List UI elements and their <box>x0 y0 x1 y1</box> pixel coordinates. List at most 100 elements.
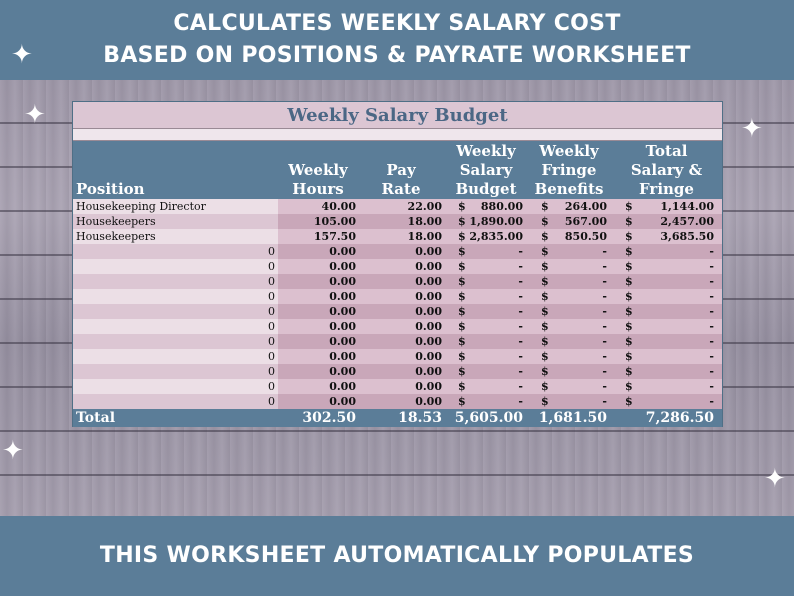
amount: - <box>709 335 714 348</box>
amount: - <box>602 275 607 288</box>
currency-symbol: $ <box>541 275 549 288</box>
amount: - <box>602 350 607 363</box>
cell-pay-rate: 0.00 <box>358 364 444 379</box>
bottom-banner: THIS WORKSHEET AUTOMATICALLY POPULATES <box>0 516 794 596</box>
cell-weekly-hours: 0.00 <box>278 274 358 289</box>
amount: 567.00 <box>564 215 607 228</box>
header-weekly-fringe-benefits: Weekly Fringe Benefits <box>534 142 604 198</box>
cell-pay-rate: 0.00 <box>358 394 444 409</box>
cell-salary-budget: $- <box>444 274 527 289</box>
amount: 2,835.00 <box>469 230 523 243</box>
sparkle-icon: ✦ <box>11 40 33 70</box>
currency-symbol: $ <box>625 290 633 303</box>
cell-fringe-benefits: $567.00 <box>527 214 611 229</box>
cell-salary-budget: $- <box>444 259 527 274</box>
amount: - <box>602 305 607 318</box>
cell-pay-rate: 0.00 <box>358 244 444 259</box>
cell-pay-rate: 0.00 <box>358 289 444 304</box>
currency-symbol: $ <box>458 245 466 258</box>
cell-position: 0 <box>268 350 275 363</box>
total-row: Total 302.50 18.53 5,605.00 1,681.50 7,2… <box>73 409 722 427</box>
amount: - <box>518 365 523 378</box>
currency-symbol: $ <box>541 200 549 213</box>
cell-weekly-hours: 0.00 <box>278 319 358 334</box>
amount: - <box>518 245 523 258</box>
amount: - <box>709 380 714 393</box>
footer-headline: THIS WORKSHEET AUTOMATICALLY POPULATES <box>99 543 695 568</box>
cell-fringe-benefits: $- <box>527 379 611 394</box>
amount: - <box>518 350 523 363</box>
cell-pay-rate: 0.00 <box>358 349 444 364</box>
sparkle-icon: ✦ <box>741 114 763 144</box>
table-row: Housekeepers 157.50 18.00 $2,835.00 $850.50 $… <box>73 229 722 244</box>
cell-pay-rate: 0.00 <box>358 259 444 274</box>
cell-weekly-hours: 0.00 <box>278 259 358 274</box>
currency-symbol: $ <box>625 380 633 393</box>
currency-symbol: $ <box>458 395 466 408</box>
currency-symbol: $ <box>625 275 633 288</box>
amount: 1,144.00 <box>660 200 714 213</box>
table-row: Housekeepers 105.00 18.00 $1,890.00 $567.00 $… <box>73 214 722 229</box>
currency-symbol: $ <box>541 365 549 378</box>
currency-symbol: $ <box>625 215 633 228</box>
amount: - <box>518 260 523 273</box>
currency-symbol: $ <box>625 260 633 273</box>
cell-position: 0 <box>268 365 275 378</box>
amount: - <box>518 275 523 288</box>
cell-position: 0 <box>268 290 275 303</box>
cell-salary-budget: $- <box>444 289 527 304</box>
amount: 850.50 <box>564 230 607 243</box>
currency-symbol: $ <box>625 245 633 258</box>
amount: - <box>709 395 714 408</box>
cell-position: Housekeepers <box>76 230 156 243</box>
header-pay-rate: Pay Rate <box>381 161 421 198</box>
amount: 3,685.50 <box>660 230 714 243</box>
amount: 880.00 <box>480 200 523 213</box>
amount: - <box>518 290 523 303</box>
amount: - <box>709 305 714 318</box>
total-salary-budget: 5,605.00 <box>454 410 523 426</box>
total-hours: 302.50 <box>302 410 356 426</box>
amount: - <box>709 350 714 363</box>
cell-position: Housekeeping Director <box>76 200 206 213</box>
currency-symbol: $ <box>625 365 633 378</box>
cell-total: $- <box>611 334 722 349</box>
total-fringe-benefits: 1,681.50 <box>538 410 607 426</box>
cell-pay-rate: 18.00 <box>358 214 444 229</box>
amount: - <box>602 245 607 258</box>
cell-position: 0 <box>268 275 275 288</box>
header-total-salary-fringe: Total Salary & Fringe <box>630 142 703 198</box>
cell-weekly-hours: 40.00 <box>278 199 358 214</box>
cell-fringe-benefits: $- <box>527 274 611 289</box>
cell-weekly-hours: 0.00 <box>278 379 358 394</box>
currency-symbol: $ <box>541 245 549 258</box>
currency-symbol: $ <box>458 320 466 333</box>
headline-line-2: BASED ON POSITIONS & PAYRATE WORKSHEET <box>103 43 691 68</box>
cell-weekly-hours: 0.00 <box>278 394 358 409</box>
cell-position: 0 <box>268 395 275 408</box>
cell-position: 0 <box>268 305 275 318</box>
currency-symbol: $ <box>458 305 466 318</box>
currency-symbol: $ <box>458 230 466 243</box>
currency-symbol: $ <box>541 350 549 363</box>
currency-symbol: $ <box>541 305 549 318</box>
cell-weekly-hours: 105.00 <box>278 214 358 229</box>
cell-total: $- <box>611 289 722 304</box>
amount: - <box>602 395 607 408</box>
currency-symbol: $ <box>458 335 466 348</box>
header-weekly-hours: Weekly Hours <box>288 161 348 198</box>
column-header-row: Position Weekly Hours Pay Rate Weekly Salar… <box>73 141 722 199</box>
cell-total: $- <box>611 259 722 274</box>
total-label: Total <box>76 410 116 426</box>
header-weekly-salary-budget: Weekly Salary Budget <box>455 142 517 198</box>
cell-total: $- <box>611 319 722 334</box>
top-banner: CALCULATES WEEKLY SALARY COST BASED ON P… <box>0 0 794 80</box>
currency-symbol: $ <box>541 230 549 243</box>
